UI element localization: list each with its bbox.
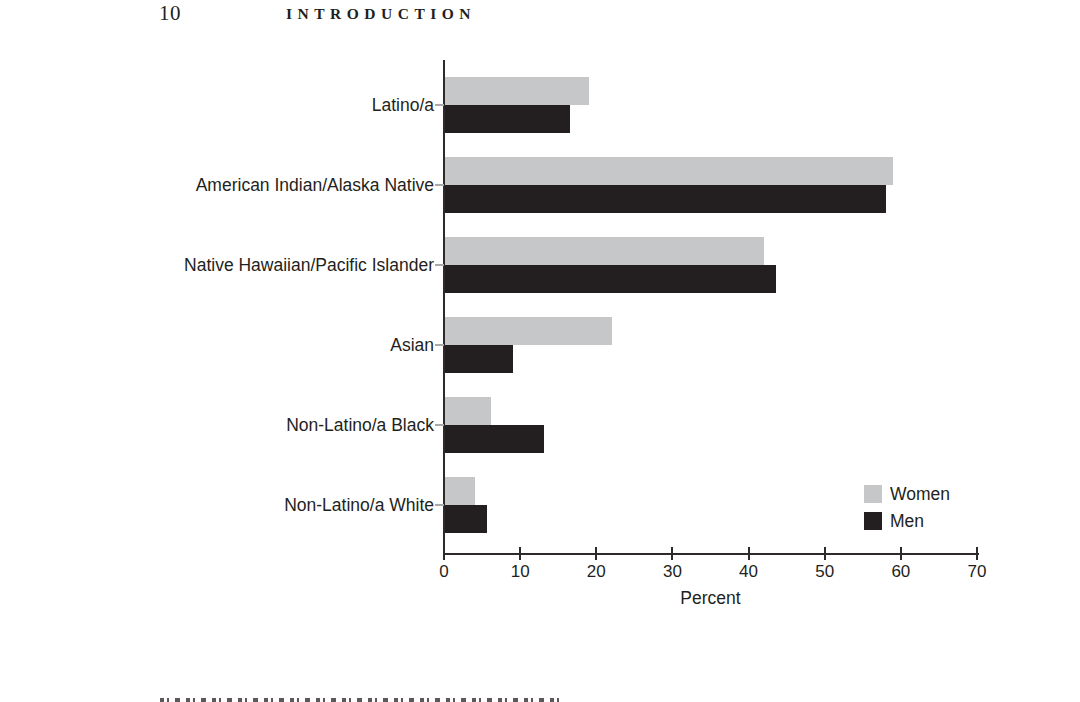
cropped-text-line xyxy=(160,698,562,702)
women-bar xyxy=(445,237,764,265)
men-bar xyxy=(445,425,544,453)
chart-row: American Indian/Alaska Native xyxy=(445,145,977,225)
x-axis-tick xyxy=(976,547,978,560)
x-axis-tick-label: 70 xyxy=(968,562,987,582)
category-label: Non-Latino/a Black xyxy=(286,415,434,436)
legend-swatch-women xyxy=(864,485,882,503)
figure-caption: Figure 1.3. Percentage Intermarried by R… xyxy=(160,633,1020,702)
x-axis-tick-label: 20 xyxy=(587,562,606,582)
chart-row: Non-Latino/a Black xyxy=(445,385,977,465)
y-axis-tick xyxy=(435,424,444,426)
legend-label: Men xyxy=(890,511,924,532)
legend-item: Women xyxy=(864,481,950,507)
x-axis-tick-label: 0 xyxy=(439,562,448,582)
chart-plot-area: Latino/aAmerican Indian/Alaska NativeNat… xyxy=(445,65,977,545)
women-bar xyxy=(445,77,589,105)
category-label: Asian xyxy=(390,335,434,356)
x-axis-tick xyxy=(519,547,521,560)
page-number: 10 xyxy=(159,1,181,26)
women-bar xyxy=(445,397,491,425)
men-bar xyxy=(445,345,513,373)
legend-swatch-men xyxy=(864,512,882,530)
chart-legend: Women Men xyxy=(864,481,950,534)
x-axis-tick-label: 60 xyxy=(891,562,910,582)
legend-label: Women xyxy=(890,484,950,505)
x-axis-tick xyxy=(748,547,750,560)
x-axis-tick xyxy=(900,547,902,560)
x-axis-tick-label: 30 xyxy=(663,562,682,582)
chart-row: Native Hawaiian/Pacific Islander xyxy=(445,225,977,305)
y-axis-tick xyxy=(435,104,444,106)
men-bar xyxy=(445,265,776,293)
y-axis-tick xyxy=(435,184,444,186)
x-axis-tick xyxy=(595,547,597,560)
chart-row: Latino/a xyxy=(445,65,977,145)
category-label: Native Hawaiian/Pacific Islander xyxy=(184,255,434,276)
women-bar xyxy=(445,317,612,345)
x-axis-title: Percent xyxy=(444,588,977,609)
women-bar xyxy=(445,477,475,505)
y-axis-tick xyxy=(435,504,444,506)
category-label: American Indian/Alaska Native xyxy=(196,175,434,196)
men-bar xyxy=(445,505,487,533)
x-axis-tick-label: 40 xyxy=(739,562,758,582)
x-axis-tick-label: 10 xyxy=(511,562,530,582)
x-axis-tick xyxy=(824,547,826,560)
running-head: INTRODUCTION xyxy=(286,5,476,23)
category-label: Non-Latino/a White xyxy=(284,495,434,516)
y-axis-tick xyxy=(435,344,444,346)
x-axis-tick-label: 50 xyxy=(815,562,834,582)
x-axis-tick xyxy=(443,547,445,560)
men-bar xyxy=(445,185,886,213)
women-bar xyxy=(445,157,893,185)
category-label: Latino/a xyxy=(372,95,434,116)
legend-item: Men xyxy=(864,508,950,534)
men-bar xyxy=(445,105,570,133)
y-axis-tick xyxy=(435,264,444,266)
x-axis-tick xyxy=(671,547,673,560)
chart-row: Asian xyxy=(445,305,977,385)
